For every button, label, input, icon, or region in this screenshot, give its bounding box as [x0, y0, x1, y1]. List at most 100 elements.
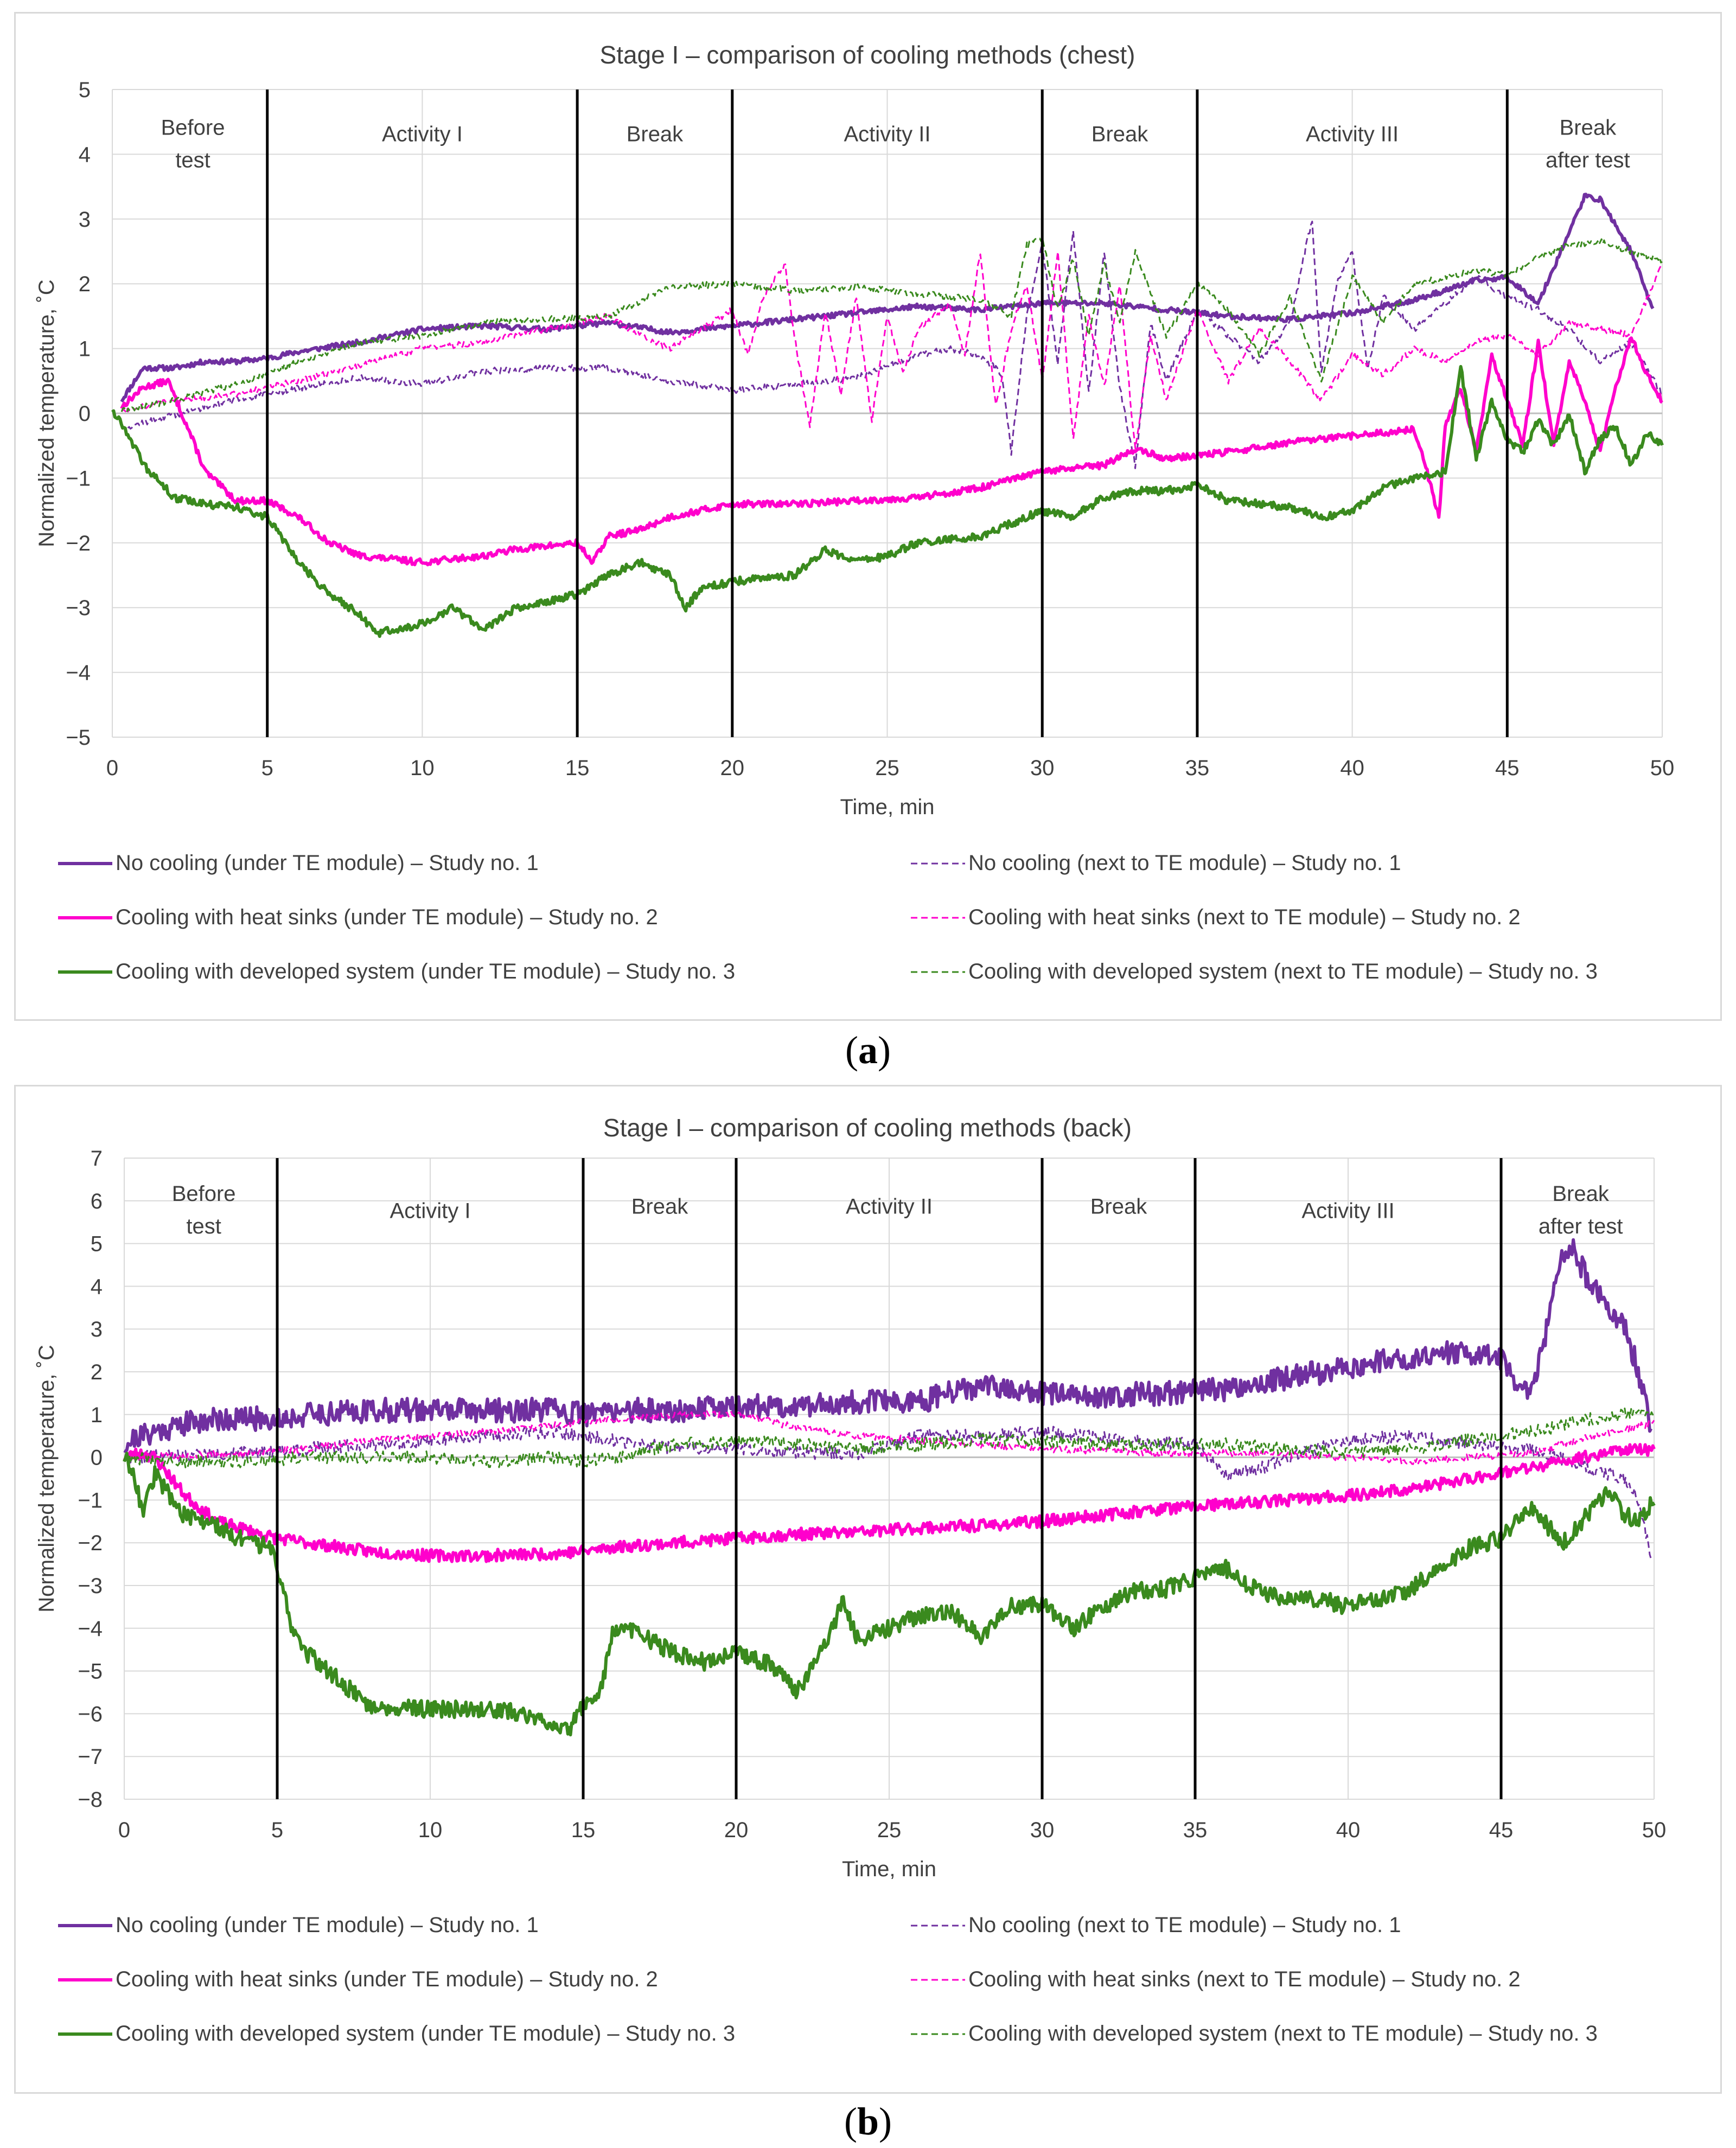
c1-phase-label: Activity I [382, 123, 463, 146]
c1-xtick-label: 20 [720, 756, 745, 780]
c1-series-line-4 [120, 251, 1663, 449]
c1-series-line-2 [127, 220, 1663, 469]
c1-y-axis-label: Normalized temperature, ˚C [35, 279, 59, 547]
chart-panel-chest: Stage I – comparison of cooling methods … [14, 12, 1722, 1021]
c2-series-line-5 [123, 1452, 1656, 1737]
c1-series-group [111, 193, 1664, 638]
c2-ytick-label: −3 [78, 1574, 103, 1598]
c2-legend-label: No cooling (next to TE module) – Study n… [968, 1913, 1401, 1937]
c1-xtick-label: 10 [410, 756, 435, 780]
c2-legend-label: Cooling with heat sinks (next to TE modu… [968, 1967, 1521, 1991]
c2-xtick-label: 20 [724, 1818, 749, 1842]
c2-ytick-label: −6 [78, 1702, 103, 1726]
c2-series-line-6 [123, 1407, 1655, 1468]
c2-phase-label: Break [1090, 1194, 1147, 1218]
chart-chest: Stage I – comparison of cooling methods … [35, 41, 1674, 983]
c2-legend-label: No cooling (under TE module) – Study no.… [116, 1913, 539, 1937]
c2-series-line-2 [124, 1424, 1652, 1559]
c2-phase-label: Break [1552, 1182, 1609, 1206]
c2-ytick-label: 3 [91, 1318, 103, 1341]
c1-xtick-label: 15 [565, 756, 590, 780]
c2-x-axis-label: Time, min [842, 1857, 936, 1881]
c2-ytick-label: 4 [91, 1275, 103, 1299]
c2-ytick-label: −2 [78, 1531, 103, 1555]
c2-ytick-label: 2 [91, 1360, 103, 1384]
c1-legend-label: Cooling with heat sinks (next to TE modu… [968, 905, 1521, 929]
c2-ytick-label: −1 [78, 1488, 103, 1512]
c2-xtick-label: 45 [1489, 1818, 1514, 1842]
c1-gridlines [112, 89, 1663, 738]
c2-xtick-label: 10 [418, 1818, 443, 1842]
c2-legend-label: Cooling with developed system (next to T… [968, 2022, 1598, 2045]
c1-xtick-label: 45 [1495, 756, 1520, 780]
c2-phase-label-line2: after test [1539, 1214, 1623, 1238]
c2-xtick-label: 5 [271, 1818, 283, 1842]
c1-legend-label: Cooling with developed system (under TE … [116, 960, 735, 983]
c2-ytick-label: 0 [91, 1446, 103, 1470]
c2-series-line-4 [123, 1410, 1655, 1465]
c1-ytick-label: −5 [66, 726, 91, 750]
c1-phase-label: Break [1560, 116, 1617, 140]
c2-ytick-label: 7 [91, 1147, 103, 1171]
c1-xtick-label: 0 [106, 756, 118, 780]
c2-gridlines [124, 1158, 1655, 1800]
c1-series-line-6 [120, 236, 1663, 413]
c1-series-line-3 [120, 336, 1663, 567]
c1-ytick-label: 0 [79, 402, 91, 426]
c1-ytick-label: −4 [66, 661, 91, 685]
c1-ytick-label: −3 [66, 596, 91, 620]
c1-series-line-5 [111, 365, 1664, 638]
c1-legend-label: No cooling (under TE module) – Study no.… [116, 851, 539, 875]
c2-xtick-label: 40 [1336, 1818, 1361, 1842]
c1-phase-label: Activity II [844, 123, 930, 146]
c2-series-line-3 [123, 1443, 1656, 1563]
c2-xtick-label: 0 [118, 1818, 130, 1842]
c1-phase-label-line2: after test [1546, 149, 1630, 172]
c1-xtick-label: 30 [1030, 756, 1055, 780]
c2-phase-label: Activity III [1301, 1199, 1394, 1223]
c2-xtick-label: 50 [1642, 1818, 1667, 1842]
c1-chart-title: Stage I – comparison of cooling methods … [600, 41, 1135, 69]
caption-b: (b) [844, 2100, 892, 2143]
c2-ytick-label: −8 [78, 1788, 103, 1812]
c1-xtick-label: 40 [1340, 756, 1364, 780]
chart-panel-back: Stage I – comparison of cooling methods … [14, 1085, 1722, 2094]
c2-ytick-label: 5 [91, 1232, 103, 1256]
c2-legend: No cooling (under TE module) – Study no.… [58, 1913, 1598, 2045]
c1-phase-label: Activity III [1306, 123, 1399, 146]
c2-phase-label: Before [172, 1182, 236, 1206]
c1-xtick-label: 25 [875, 756, 899, 780]
c2-phase-label: Activity I [390, 1199, 471, 1223]
c1-ytick-label: −1 [66, 466, 91, 490]
c1-legend: No cooling (under TE module) – Study no.… [58, 851, 1598, 983]
c2-y-axis-label: Normalized temperature, ˚C [35, 1345, 59, 1613]
c1-phase-label: Break [627, 123, 684, 146]
c2-phase-label: Break [631, 1194, 688, 1218]
c1-phase-label: Before [161, 116, 225, 140]
c2-ytick-label: 1 [91, 1403, 103, 1427]
caption-a: (a) [845, 1028, 891, 1072]
c1-x-axis-label: Time, min [840, 795, 934, 819]
c2-legend-label: Cooling with heat sinks (under TE module… [116, 1967, 658, 1991]
c1-phase-label: Break [1092, 123, 1148, 146]
c1-legend-label: Cooling with heat sinks (under TE module… [116, 905, 658, 929]
c2-chart-title: Stage I – comparison of cooling methods … [603, 1114, 1132, 1142]
c1-ytick-label: −2 [66, 532, 91, 555]
chart-back: Stage I – comparison of cooling methods … [35, 1114, 1667, 2045]
c1-phase-label-line2: test [175, 149, 210, 172]
c1-ytick-label: 1 [79, 337, 91, 361]
c2-legend-label: Cooling with developed system (under TE … [116, 2022, 735, 2045]
c1-ytick-label: 3 [79, 208, 91, 232]
c2-xtick-label: 30 [1030, 1818, 1055, 1842]
c1-ytick-label: 5 [79, 78, 91, 102]
c1-ytick-label: 4 [79, 143, 91, 167]
c2-ytick-label: −4 [78, 1617, 103, 1641]
c1-ytick-label: 2 [79, 272, 91, 296]
c1-legend-label: Cooling with developed system (next to T… [968, 960, 1598, 983]
c2-phase-label: Activity II [846, 1194, 933, 1218]
c2-series-group [123, 1238, 1656, 1737]
c1-legend-label: No cooling (next to TE module) – Study n… [968, 851, 1401, 875]
c2-ytick-label: 6 [91, 1190, 103, 1213]
c1-xtick-label: 5 [261, 756, 273, 780]
c1-xtick-label: 35 [1185, 756, 1210, 780]
